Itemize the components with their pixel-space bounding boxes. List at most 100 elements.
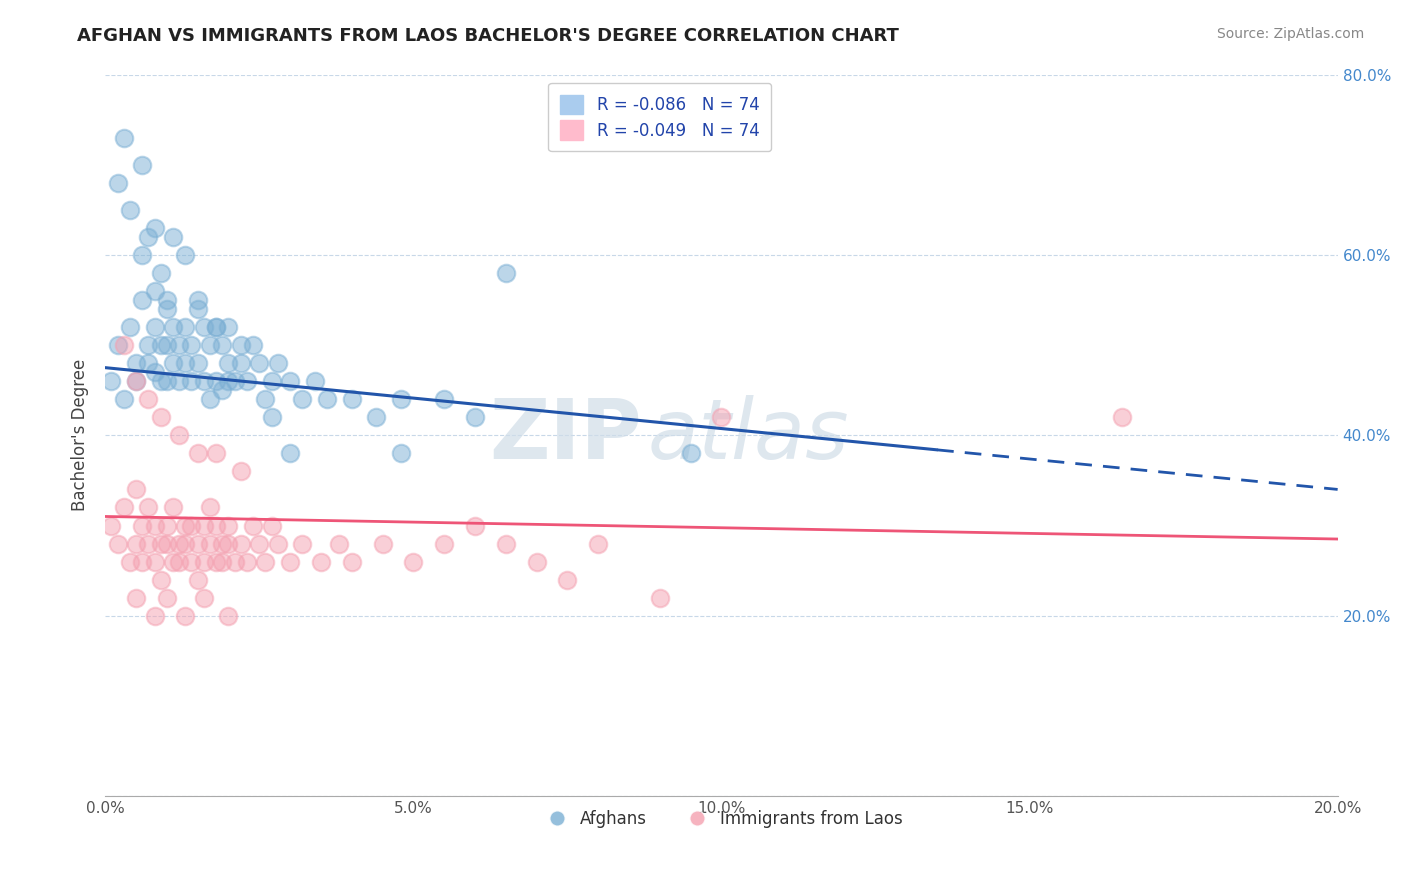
Point [100,518,122,533]
Point [278,446,301,460]
Point [180,374,202,388]
Point [648,591,671,605]
Point [162,230,184,244]
Point [149,410,172,425]
Point [433,392,456,407]
Point [143,555,166,569]
Point [167,338,190,352]
Point [143,608,166,623]
Point [495,536,517,550]
Point [198,500,221,515]
Point [156,293,179,307]
Point [340,392,363,407]
Point [278,555,301,569]
Point [267,356,290,370]
Point [149,573,172,587]
Point [156,518,179,533]
Point [118,320,141,334]
Point [224,555,246,569]
Point [131,158,153,172]
Point [125,374,148,388]
Point [143,365,166,379]
Point [125,356,148,370]
Point [198,392,221,407]
Point [278,374,301,388]
Point [187,356,209,370]
Point [260,374,283,388]
Point [180,338,202,352]
Point [156,536,179,550]
Point [131,293,153,307]
Point [131,248,153,262]
Point [138,356,160,370]
Point [557,573,579,587]
Point [217,608,239,623]
Point [254,555,277,569]
Point [205,320,228,334]
Point [291,536,314,550]
Legend: Afghans, Immigrants from Laos: Afghans, Immigrants from Laos [533,804,910,835]
Point [236,555,259,569]
Point [710,410,733,425]
Point [217,374,239,388]
Point [236,374,259,388]
Point [118,202,141,217]
Point [205,320,228,334]
Point [125,374,148,388]
Point [174,536,197,550]
Point [131,555,153,569]
Point [107,176,129,190]
Point [131,518,153,533]
Point [138,392,160,407]
Point [180,555,202,569]
Point [112,392,135,407]
Text: atlas: atlas [648,395,849,475]
Point [211,338,233,352]
Point [217,536,239,550]
Point [143,320,166,334]
Point [229,464,252,478]
Point [679,446,702,460]
Point [495,266,517,280]
Point [464,410,486,425]
Point [174,320,197,334]
Point [174,518,197,533]
Y-axis label: Bachelor's Degree: Bachelor's Degree [72,359,89,511]
Point [193,374,215,388]
Point [156,591,179,605]
Point [309,555,332,569]
Text: Source: ZipAtlas.com: Source: ZipAtlas.com [1216,27,1364,41]
Point [260,410,283,425]
Point [167,428,190,442]
Point [100,374,122,388]
Point [464,518,486,533]
Point [138,500,160,515]
Point [162,555,184,569]
Point [247,356,270,370]
Point [193,518,215,533]
Point [205,374,228,388]
Text: AFGHAN VS IMMIGRANTS FROM LAOS BACHELOR'S DEGREE CORRELATION CHART: AFGHAN VS IMMIGRANTS FROM LAOS BACHELOR'… [77,27,900,45]
Point [242,338,264,352]
Point [1111,410,1133,425]
Point [304,374,326,388]
Point [217,518,239,533]
Point [389,446,412,460]
Point [167,374,190,388]
Point [211,555,233,569]
Point [149,338,172,352]
Point [193,555,215,569]
Point [229,338,252,352]
Point [211,536,233,550]
Point [260,518,283,533]
Point [316,392,339,407]
Point [143,220,166,235]
Point [162,320,184,334]
Point [433,536,456,550]
Point [162,356,184,370]
Point [156,374,179,388]
Point [402,555,425,569]
Point [112,500,135,515]
Point [366,410,388,425]
Point [389,392,412,407]
